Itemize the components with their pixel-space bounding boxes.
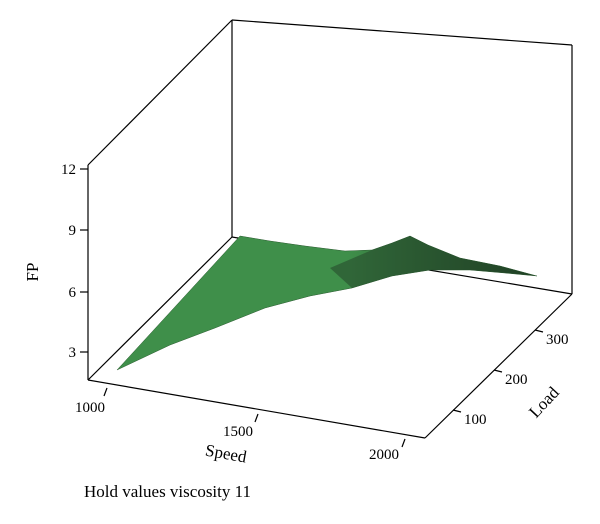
x-tick-label: 2000 <box>369 447 399 463</box>
y-ticks <box>452 329 544 413</box>
z-tick-label: 3 <box>69 345 77 361</box>
z-axis-title: FP <box>23 263 42 282</box>
y-tick-labels: 100 200 300 <box>464 332 569 428</box>
box-edge <box>231 19 573 46</box>
x-tick <box>254 413 259 423</box>
z-tick-label: 12 <box>61 162 76 178</box>
y-tick <box>534 329 544 333</box>
x-tick <box>103 387 108 397</box>
y-tick-label: 100 <box>464 412 487 428</box>
x-tick <box>401 438 406 448</box>
x-tick-label: 1500 <box>223 424 253 440</box>
y-tick <box>493 369 503 373</box>
z-tick-labels: 3 6 9 12 <box>61 162 77 361</box>
footnote: Hold values viscosity 11 <box>84 482 251 501</box>
surface <box>116 235 538 371</box>
x-ticks <box>103 387 406 448</box>
y-tick-label: 200 <box>505 372 528 388</box>
y-tick <box>452 409 462 413</box>
x-tick-label: 1000 <box>75 400 105 416</box>
x-tick-labels: 1000 1500 2000 <box>75 400 399 463</box>
x-axis-line <box>87 379 426 439</box>
y-tick-label: 300 <box>546 332 569 348</box>
y-axis-line <box>424 293 573 439</box>
surface-face <box>116 235 538 371</box>
z-tick-label: 6 <box>69 285 77 301</box>
z-ticks <box>80 168 88 353</box>
y-axis-title: Load <box>525 383 563 422</box>
plot-box <box>87 19 573 439</box>
x-axis-title: Speed <box>204 441 249 467</box>
z-tick-label: 9 <box>69 223 77 239</box>
box-edge <box>87 236 233 381</box>
box-edge <box>87 19 233 166</box>
surface-ridge-shade <box>330 236 537 288</box>
